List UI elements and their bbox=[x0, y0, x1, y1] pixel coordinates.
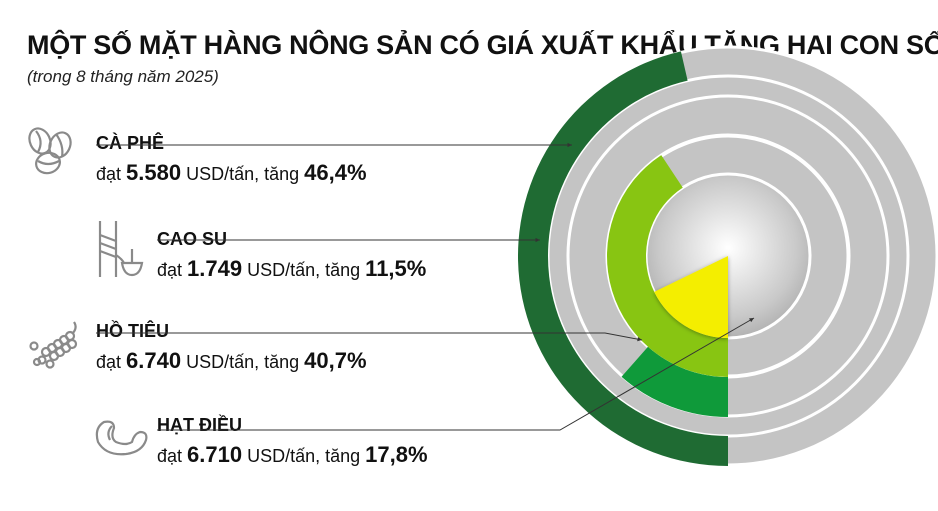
bar-hat-dieu bbox=[654, 256, 728, 338]
rubber-tapping-icon bbox=[98, 221, 144, 277]
leader-hat-dieu bbox=[157, 317, 755, 431]
item-price: 6.710 bbox=[187, 442, 243, 467]
item-growth: 40,7% bbox=[304, 348, 367, 373]
leader-arrowhead bbox=[637, 337, 642, 342]
item-price: 1.749 bbox=[187, 256, 243, 281]
pepper-icon bbox=[29, 321, 78, 369]
item-cao-su: CAO SU đạt 1.749 USD/tấn, tăng 11,5% bbox=[157, 229, 426, 282]
item-detail: đạt 6.710 USD/tấn, tăng 17,8% bbox=[157, 442, 428, 467]
item-name: CAO SU bbox=[157, 229, 228, 249]
item-growth: 11,5% bbox=[365, 256, 427, 281]
item-name: HỒ TIÊU bbox=[96, 321, 170, 341]
item-detail: đạt 5.580 USD/tấn, tăng 46,4% bbox=[96, 160, 367, 185]
cashew-icon bbox=[95, 420, 148, 456]
page-subtitle: (trong 8 tháng năm 2025) bbox=[27, 67, 219, 86]
item-detail: đạt 1.749 USD/tấn, tăng 11,5% bbox=[157, 256, 427, 281]
bar-ca-phe bbox=[517, 51, 728, 466]
item-growth: 46,4% bbox=[304, 160, 367, 185]
leader-ho-tieu bbox=[96, 332, 643, 341]
bar-ho-tieu bbox=[606, 155, 728, 377]
item-ho-tieu: HỒ TIÊU đạt 6.740 USD/tấn, tăng 40,7% bbox=[96, 321, 367, 374]
item-price: 6.740 bbox=[126, 348, 182, 373]
leader-arrowhead bbox=[749, 318, 754, 323]
item-growth: 17,8% bbox=[365, 442, 428, 467]
coffee-beans-icon bbox=[28, 127, 72, 175]
item-ca-phe: CÀ PHÊ đạt 5.580 USD/tấn, tăng 46,4% bbox=[96, 133, 367, 186]
item-price: 5.580 bbox=[126, 160, 182, 185]
bar-cao-su bbox=[621, 346, 728, 417]
leader-arrowhead bbox=[535, 237, 540, 243]
leader-arrowhead bbox=[567, 142, 572, 148]
item-detail: đạt 6.740 USD/tấn, tăng 40,7% bbox=[96, 348, 367, 373]
item-name: CÀ PHÊ bbox=[96, 133, 165, 153]
